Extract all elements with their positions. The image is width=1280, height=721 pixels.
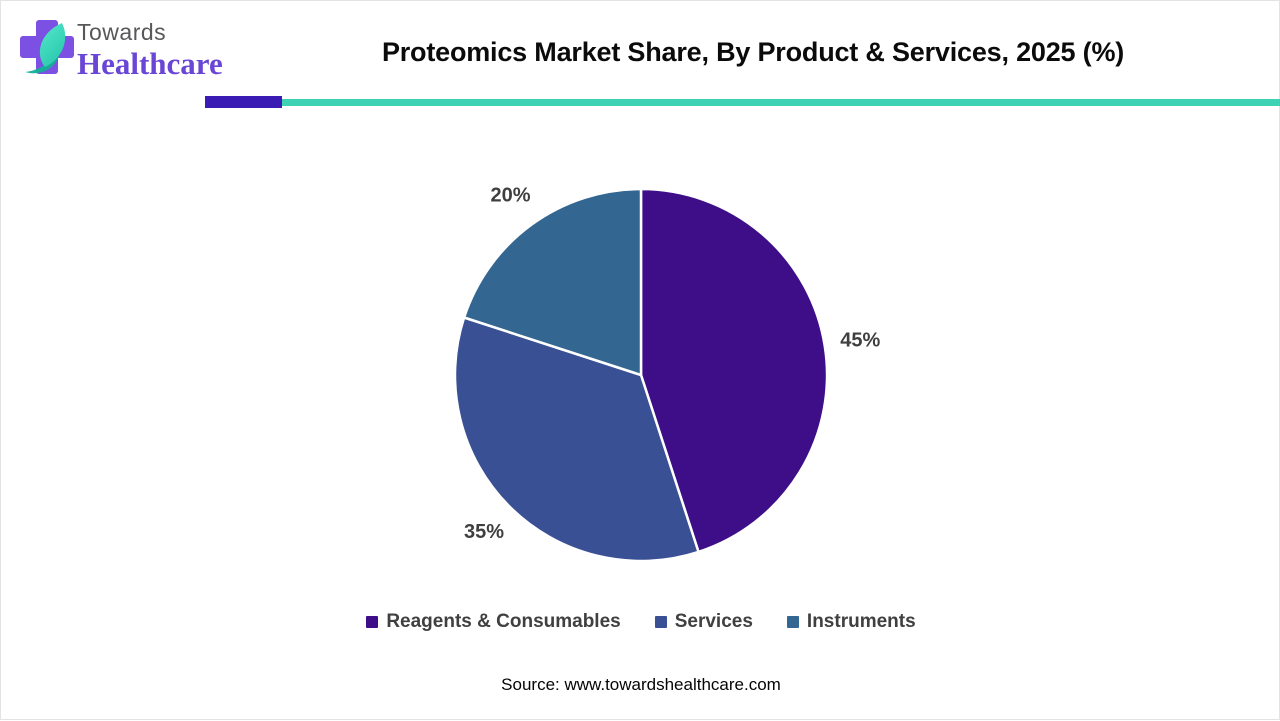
legend-label: Reagents & Consumables — [386, 611, 621, 632]
logo-towards-text: Towards — [77, 19, 167, 45]
legend-label: Instruments — [806, 611, 916, 632]
legend-item-instruments: Instruments — [786, 611, 916, 633]
logo-healthcare-text: Healthcare — [77, 46, 223, 81]
towards-healthcare-logo: Towards Healthcare — [15, 11, 315, 95]
legend-marker-icon — [654, 616, 667, 628]
title-underline-accent — [205, 96, 282, 108]
pie-data-label-services: 35% — [464, 521, 504, 543]
pie-slice-instruments — [462, 187, 643, 377]
legend-item-services: Services — [654, 611, 753, 633]
title-underline-rule — [282, 99, 1280, 106]
pie-data-label-instruments: 20% — [490, 184, 530, 206]
legend-label: Services — [674, 611, 753, 632]
pie-data-label-reagents-consumables: 45% — [840, 329, 880, 351]
chart-legend: Reagents & Consumables Services Instrument… — [1, 611, 1280, 633]
logo-cross-leaf-icon — [20, 20, 74, 74]
pie-slice-reagents-consumables — [639, 187, 829, 554]
pie-slice-services — [453, 316, 700, 563]
chart-title: Proteomics Market Share, By Product & Se… — [381, 37, 1125, 67]
source-text: Source: www.towardshealthcare.com — [501, 675, 781, 694]
legend-marker-icon — [366, 616, 379, 628]
legend-marker-icon — [786, 616, 799, 628]
legend-item-reagents-consumables: Reagents & Consumables — [366, 611, 621, 633]
